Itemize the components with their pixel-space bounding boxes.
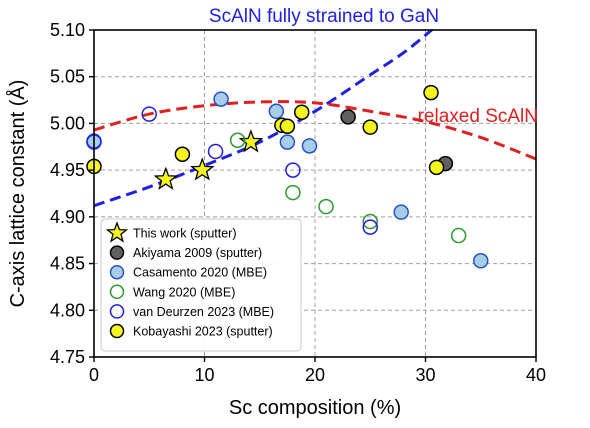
data-point <box>362 119 378 135</box>
data-point <box>285 162 301 178</box>
data-point <box>450 227 467 244</box>
legend-label: Wang 2020 (MBE) <box>133 285 235 299</box>
legend-marker <box>109 284 125 300</box>
x-axis-label: Sc composition (%) <box>229 397 401 419</box>
legend-item-this-work-sputter: This work (sputter) <box>105 221 237 243</box>
data-point <box>174 146 191 163</box>
y-tick-label: 4.80 <box>50 300 85 320</box>
series-casamento-2020-mbe <box>86 91 489 269</box>
y-tick-label: 4.75 <box>50 347 85 367</box>
legend-item-van-deurzen-2023-mbe: van Deurzen 2023 (MBE) <box>109 304 274 319</box>
x-tick-label: 30 <box>415 365 435 385</box>
data-point <box>207 143 224 160</box>
data-point <box>423 84 439 101</box>
legend-item-casamento-2020-mbe: Casamento 2020 (MBE) <box>109 264 267 280</box>
y-tick-label: 4.95 <box>50 160 85 180</box>
y-tick-label: 5.00 <box>50 113 85 133</box>
series-this-work-sputter <box>153 129 264 190</box>
data-point <box>362 219 378 235</box>
data-point <box>190 157 215 181</box>
data-point <box>301 138 318 154</box>
series-wang-2020-mbe <box>229 132 467 244</box>
legend-box <box>100 218 302 352</box>
data-point <box>285 184 301 201</box>
legend-item-akiyama-2009-sputter: Akiyama 2009 (sputter) <box>109 245 262 260</box>
legend-label: Akiyama 2009 (sputter) <box>133 246 262 260</box>
data-point <box>293 104 310 120</box>
data-point <box>153 166 179 190</box>
data-point <box>340 109 356 125</box>
data-point <box>268 103 285 120</box>
legend-item-wang-2020-mbe: Wang 2020 (MBE) <box>109 284 235 300</box>
y-tick-label: 4.90 <box>50 207 85 227</box>
series-kobayashi-2023-sputter <box>86 84 445 176</box>
data-point <box>318 198 334 215</box>
legend-item-kobayashi-2023-sputter: Kobayashi 2023 (sputter) <box>109 323 273 339</box>
legend-label: This work (sputter) <box>133 227 237 241</box>
data-point <box>279 118 296 134</box>
curve-label-scaln-fully-strained-to-gan: ScAlN fully strained to GaN <box>209 6 439 27</box>
legend-marker <box>109 304 125 319</box>
y-axis-label: C-axis lattice constant (Å) <box>6 80 29 308</box>
series-akiyama-2009-sputter <box>340 109 454 172</box>
legend-marker <box>109 245 125 260</box>
curve-relaxed-scaln <box>94 100 536 161</box>
legend-marker <box>109 264 125 280</box>
legend-marker <box>109 323 125 339</box>
legend: This work (sputter) Akiyama 2009 (sputter… <box>100 218 302 352</box>
data-point <box>362 213 378 230</box>
data-point <box>393 204 409 220</box>
x-tick-label: 40 <box>526 365 546 385</box>
legend-label: van Deurzen 2023 (MBE) <box>133 305 274 319</box>
y-tick-label: 4.85 <box>50 254 85 274</box>
legend-label: Casamento 2020 (MBE) <box>133 266 267 280</box>
reference-curves <box>94 30 536 208</box>
axis-ticks: 0 10 20 30 40 4.75 4.80 4.85 4.90 4.95 5.00 5.05 5.1… <box>50 20 546 385</box>
data-point <box>238 129 264 153</box>
x-tick-label: 10 <box>194 365 214 385</box>
legend-marker <box>105 221 129 243</box>
data-point <box>141 106 157 122</box>
data-point <box>213 91 229 107</box>
y-tick-label: 5.10 <box>50 20 85 40</box>
x-tick-label: 0 <box>89 365 99 385</box>
legend-label: Kobayashi 2023 (sputter) <box>133 325 273 339</box>
axis-labels: Sc composition (%) C-axis lattice constan… <box>6 6 538 419</box>
curve-label-relaxed-scaln: relaxed ScAlN <box>418 106 538 127</box>
y-tick-label: 5.05 <box>50 67 85 87</box>
data-point <box>279 134 296 150</box>
x-tick-label: 20 <box>305 365 325 385</box>
data-point <box>229 132 246 148</box>
data-point <box>473 253 489 269</box>
data-point <box>428 159 445 176</box>
